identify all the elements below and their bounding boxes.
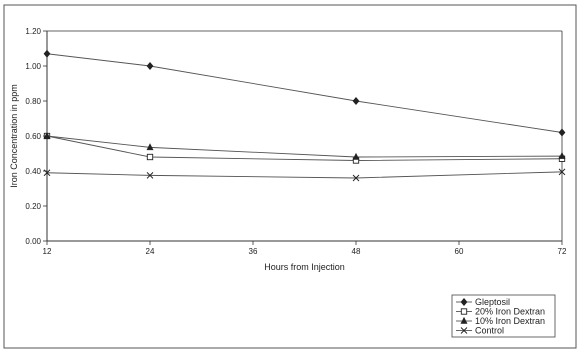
data-point <box>352 174 360 182</box>
y-tick-label: 0.00 <box>25 237 41 246</box>
data-point <box>146 153 154 161</box>
legend-marker <box>460 298 468 306</box>
legend-entry: Gleptosil <box>456 297 510 307</box>
y-tick-label: 0.60 <box>25 132 41 141</box>
legend-marker <box>460 327 468 334</box>
y-tick-label: 0.20 <box>25 202 41 211</box>
legend-label: 20% Iron Dextran <box>475 307 545 317</box>
x-tick-label: 72 <box>558 247 567 256</box>
data-point <box>43 169 51 177</box>
legend-label: Control <box>475 326 504 336</box>
series-3 <box>43 168 566 182</box>
x-tick-label: 24 <box>146 247 155 256</box>
y-tick-label: 0.80 <box>25 97 41 106</box>
data-point <box>43 49 51 58</box>
y-tick-label: 1.00 <box>25 62 41 71</box>
legend-marker <box>460 316 468 324</box>
legend-label: 10% Iron Dextran <box>475 316 545 326</box>
y-axis-title: Iron Concentration in ppm <box>9 84 19 188</box>
x-tick-label: 48 <box>352 247 361 256</box>
series-line <box>46 171 563 179</box>
series-line <box>46 135 563 161</box>
legend-entry: Control <box>456 326 504 336</box>
data-point <box>352 152 360 160</box>
data-point <box>558 128 566 137</box>
data-point <box>352 97 360 105</box>
data-point <box>146 62 154 70</box>
data-point <box>558 151 566 159</box>
legend-entry: 10% Iron Dextran <box>456 316 545 326</box>
y-tick-label: 0.40 <box>25 167 41 176</box>
legend-entry: 20% Iron Dextran <box>456 307 545 317</box>
legend-label: Gleptosil <box>475 297 510 307</box>
y-tick-label: 1.20 <box>25 27 41 36</box>
series-2 <box>43 131 566 160</box>
x-axis-title: Hours from Injection <box>264 262 345 272</box>
data-point <box>558 168 566 176</box>
data-point <box>146 143 154 151</box>
legend-marker <box>460 308 468 315</box>
data-point <box>146 172 154 179</box>
x-tick-label: 12 <box>43 247 52 256</box>
series-line <box>46 53 563 133</box>
series-line <box>46 135 563 158</box>
x-tick-label: 36 <box>249 247 258 256</box>
x-tick-label: 60 <box>455 247 464 256</box>
series-0 <box>43 49 566 137</box>
chart-frame <box>3 4 577 349</box>
data-point <box>43 131 51 139</box>
